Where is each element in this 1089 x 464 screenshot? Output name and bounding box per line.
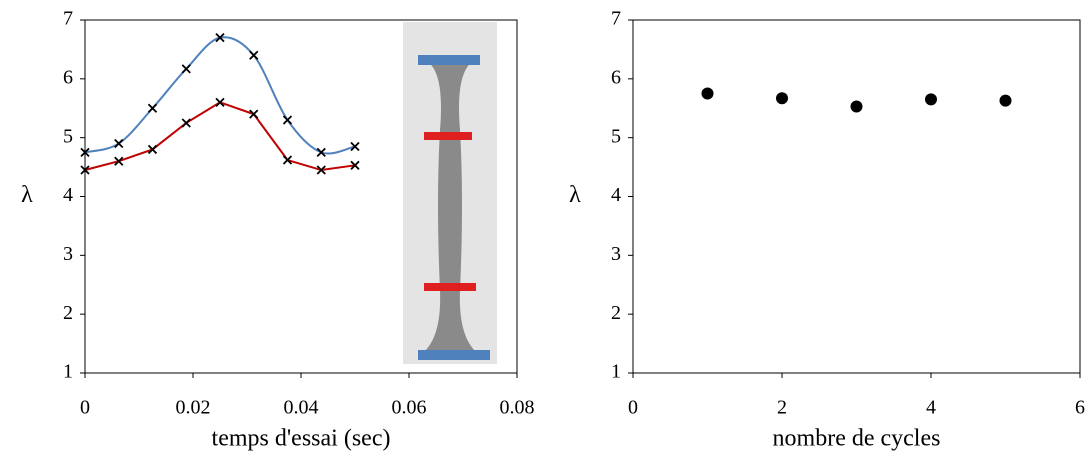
- y-tick-label: 7: [611, 8, 621, 30]
- point: [776, 92, 788, 105]
- x-tick-label: 2: [777, 397, 787, 419]
- point: [701, 87, 714, 100]
- x-axis-label: temps d'essai (sec): [212, 426, 391, 452]
- point-marker: [350, 141, 360, 152]
- specimen-photo: [403, 22, 497, 364]
- point-marker: [215, 33, 225, 43]
- point-marker: [114, 156, 124, 166]
- x-tick-label: 4: [926, 397, 936, 419]
- y-axis-label: λ: [569, 182, 581, 208]
- point-marker: [282, 115, 293, 125]
- point-marker: [316, 147, 326, 158]
- x-axis-label: nombre de cycles: [773, 426, 941, 452]
- point: [850, 100, 863, 113]
- y-tick-label: 4: [63, 184, 73, 206]
- point-marker: [249, 50, 259, 60]
- point-marker: [215, 97, 225, 108]
- point-marker: [249, 109, 259, 119]
- x-tick-label: 0.08: [500, 397, 535, 419]
- y-axis-label: λ: [21, 182, 33, 208]
- x-tick-label: 6: [1075, 397, 1085, 419]
- point-marker: [147, 144, 158, 155]
- y-tick-label: 6: [63, 66, 73, 88]
- y-tick-label: 4: [611, 184, 621, 206]
- point: [925, 93, 937, 106]
- y-tick-label: 7: [63, 8, 73, 30]
- y-tick-label: 5: [63, 125, 73, 147]
- plot-frame: [632, 19, 1081, 374]
- y-tick-label: 3: [611, 243, 621, 265]
- point-marker: [316, 165, 326, 175]
- point-marker: [147, 103, 158, 113]
- point: [999, 94, 1012, 107]
- point-marker: [181, 118, 191, 128]
- y-tick-label: 2: [611, 302, 621, 324]
- point-marker: [282, 155, 293, 165]
- x-tick-label: 0: [80, 397, 90, 419]
- y-tick-label: 5: [611, 125, 621, 147]
- point-marker: [350, 160, 360, 170]
- point-marker: [181, 64, 191, 74]
- x-tick-label: 0.06: [392, 397, 427, 419]
- x-tick-label: 0.04: [284, 397, 319, 419]
- y-tick-label: 6: [611, 66, 621, 88]
- y-tick-label: 1: [611, 361, 621, 383]
- x-tick-label: 0: [628, 397, 638, 419]
- y-tick-label: 3: [63, 243, 73, 265]
- y-tick-label: 2: [63, 302, 73, 324]
- point-marker: [80, 165, 90, 175]
- series-line: [84, 101, 356, 172]
- y-tick-label: 1: [63, 361, 73, 383]
- x-tick-label: 0.02: [176, 397, 211, 419]
- point-marker: [80, 147, 90, 158]
- point-marker: [114, 138, 124, 149]
- series-line: [84, 36, 356, 155]
